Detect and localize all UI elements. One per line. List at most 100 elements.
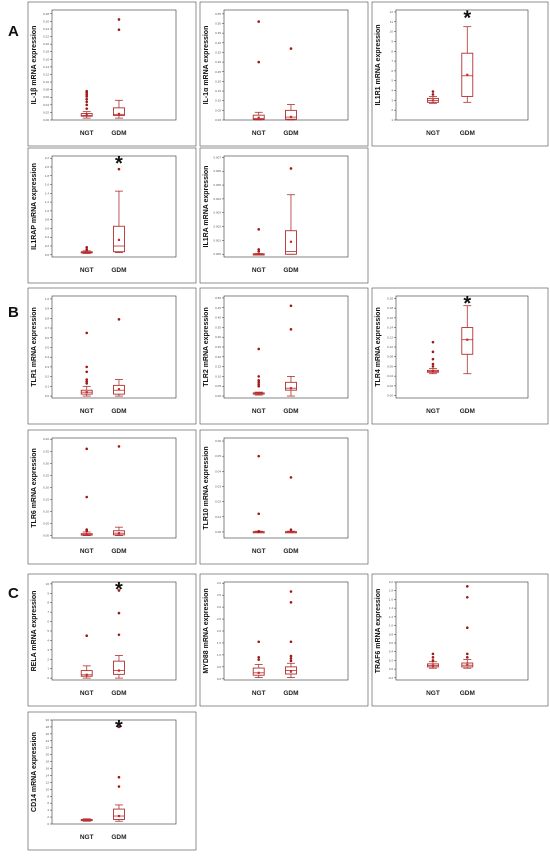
y-tick-label: 0.0 — [45, 253, 50, 257]
y-tick-label: 0 — [47, 822, 49, 826]
y-tick-label: 0.24 — [43, 27, 49, 31]
mean-marker — [117, 814, 121, 818]
box-gdm — [113, 18, 125, 119]
outlier-point — [117, 589, 121, 592]
y-tick-label: 0.14 — [43, 65, 49, 69]
y-tick-label: 18 — [46, 760, 50, 764]
y-tick-label: 0.10 — [43, 80, 49, 84]
mean-marker — [117, 238, 121, 241]
y-tick-label: 12 — [390, 10, 394, 14]
y-tick-label: 1.0 — [45, 209, 50, 213]
category-label: GDM — [111, 130, 126, 137]
mean-marker — [117, 532, 121, 535]
y-tick-label: 0.0 — [45, 394, 50, 398]
outlier-point — [257, 640, 261, 644]
y-tick-label: 0.10 — [215, 99, 221, 103]
mean-marker — [85, 819, 88, 822]
y-axis-title: IL-1β mRNA expression — [31, 26, 38, 105]
plot-area — [395, 9, 529, 121]
y-tick-label: 16 — [46, 767, 50, 771]
iqr-box — [80, 670, 93, 677]
chart-11: 0 1 2 3 4 5 6 7 8 9 10 RELA mRNA expression NGT * GDM — [27, 573, 197, 707]
y-tick-label: -0.2 — [388, 676, 394, 680]
y-tick-label: 1.0 — [45, 297, 50, 301]
plot-area — [51, 155, 177, 258]
y-tick-label: 2.0 — [389, 580, 394, 584]
mean-marker — [257, 253, 260, 256]
outlier-point — [289, 328, 293, 331]
mean-marker — [85, 533, 88, 536]
mean-marker — [466, 663, 469, 666]
category-label: GDM — [111, 548, 126, 555]
y-tick-label: 0.18 — [387, 306, 393, 310]
outlier-point — [85, 447, 89, 451]
y-axis-title: MYD88 mRNA expression — [203, 588, 210, 673]
chart-frame — [371, 287, 549, 425]
outlier-point — [257, 454, 261, 458]
y-tick-label: 0.8 — [45, 316, 50, 320]
outlier-point — [117, 167, 121, 171]
y-tick-label: 0.05 — [215, 108, 221, 112]
outlier-point — [289, 640, 293, 644]
outlier-point — [85, 365, 89, 369]
panel-letter-b: B — [8, 304, 19, 321]
y-tick-label: 0.04 — [387, 374, 393, 378]
outlier-point — [117, 318, 121, 321]
plot-area — [395, 581, 529, 681]
y-tick-label: 8 — [391, 49, 393, 53]
y-axis-title: IL-1α mRNA expression — [203, 26, 210, 105]
y-tick-label: 0.06 — [215, 439, 221, 443]
y-tick-label: 0.8 — [389, 632, 394, 636]
y-tick-label: 0.25 — [43, 473, 49, 477]
y-tick-label: 0.26 — [43, 19, 49, 23]
y-tick-label: 0.16 — [43, 57, 49, 61]
y-tick-label: 0.5 — [217, 665, 222, 669]
outlier-point — [465, 585, 469, 588]
category-label: GDM — [283, 408, 298, 415]
box-gdm: * — [113, 153, 125, 254]
mean-marker — [257, 392, 260, 395]
chart-4: 0.0 0.2 0.4 0.6 0.8 1.0 1.2 1.4 1.6 1.8 2.0 2.2 IL1R… — [27, 147, 197, 284]
y-tick-label: 11 — [390, 20, 393, 24]
y-tick-label: 0.007 — [213, 155, 221, 159]
outlier-point — [85, 382, 89, 385]
mean-marker — [85, 391, 88, 394]
y-tick-label: 0.14 — [387, 326, 393, 330]
y-tick-label: 4 — [47, 638, 49, 642]
y-tick-label: 7 — [47, 610, 49, 614]
chart-10: 0.00 0.01 0.02 0.03 0.04 0.05 0.06 TLR10 mRNA e… — [199, 429, 369, 565]
y-tick-label: 0.01 — [215, 515, 221, 519]
y-tick-label: 1.4 — [389, 606, 394, 610]
plot-area — [223, 437, 349, 539]
outlier-point — [85, 93, 89, 96]
y-tick-label: 30 — [46, 718, 50, 722]
y-tick-label: 0.6 — [45, 336, 50, 340]
y-axis-title: TLR1 mRNA expression — [31, 307, 38, 386]
outlier-point — [85, 246, 89, 249]
mean-marker — [117, 669, 121, 672]
box-ngt — [80, 246, 93, 254]
y-tick-label: 0.6 — [45, 226, 50, 230]
y-tick-label: 1 — [391, 118, 393, 122]
box-ngt — [252, 640, 265, 679]
y-tick-label: 2.0 — [45, 165, 50, 169]
y-axis-title: TLR6 mRNA expression — [31, 448, 38, 527]
y-tick-label: 0.3 — [45, 365, 50, 369]
significance-star: * — [463, 8, 471, 30]
chart-8: 0.00 0.02 0.04 0.06 0.08 0.10 0.12 0.14 0.16 0.18… — [371, 287, 549, 425]
outlier-point — [257, 375, 261, 378]
y-tick-label: 0.02 — [215, 500, 221, 504]
outlier-point — [257, 379, 261, 382]
outlier-point — [85, 95, 89, 98]
y-tick-label: 1.8 — [389, 589, 394, 593]
outlier-point — [289, 528, 293, 531]
chart-frame — [199, 287, 369, 425]
outlier-point — [431, 350, 435, 354]
y-axis-title: RELA mRNA expression — [31, 591, 38, 672]
category-label: GDM — [460, 690, 475, 697]
y-tick-label: 7 — [391, 59, 393, 63]
y-tick-label: 0.08 — [387, 355, 393, 359]
y-tick-label: 1.8 — [45, 174, 50, 178]
y-tick-label: 0.0 — [389, 667, 394, 671]
outlier-point — [431, 652, 435, 656]
